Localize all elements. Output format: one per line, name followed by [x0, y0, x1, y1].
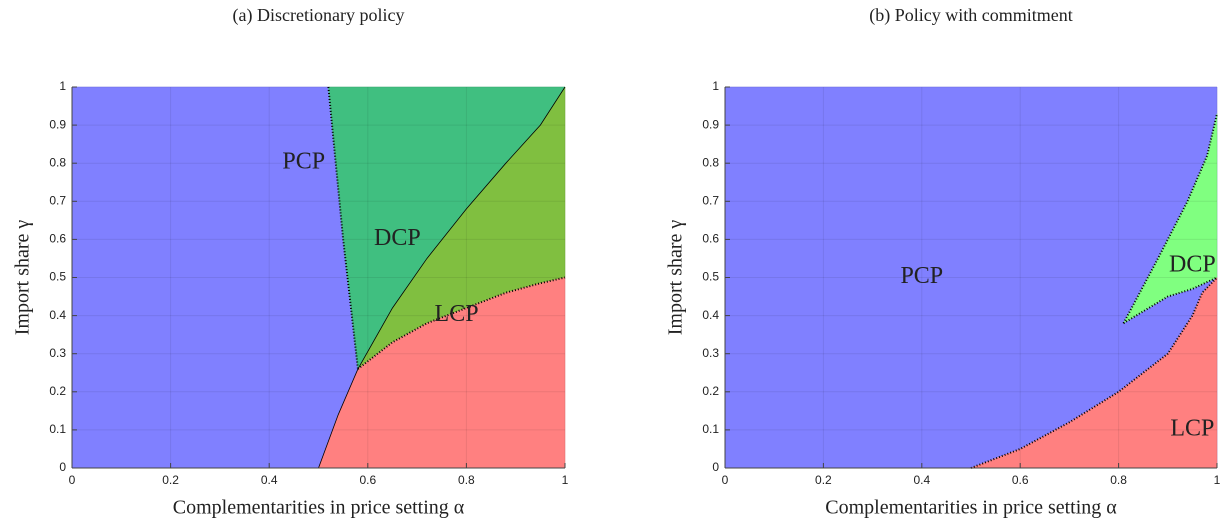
region-label: DCP: [1169, 252, 1216, 278]
region-label: LCP: [435, 301, 479, 327]
y-axis-label: Import share γ: [665, 220, 687, 336]
boundary-line: [327, 86, 359, 370]
chart-title: (a) Discretionary policy: [233, 5, 405, 26]
y-tick-label: 0: [59, 460, 66, 474]
y-tick-label: 0.9: [49, 117, 66, 131]
x-tick-label: 0: [722, 473, 729, 487]
x-tick-label: 0.8: [1110, 473, 1127, 487]
y-tick-label: 0: [712, 460, 719, 474]
y-tick-label: 0.6: [702, 232, 719, 246]
y-tick-label: 0.7: [49, 193, 66, 207]
boundary-line: [970, 276, 1218, 469]
x-tick-label: 0.4: [261, 473, 278, 487]
y-tick-label: 0.8: [702, 155, 719, 169]
x-tick-label: 0: [69, 473, 76, 487]
region-label: PCP: [282, 149, 325, 175]
boundary-line: [1122, 113, 1218, 324]
x-tick-label: 0.8: [458, 473, 475, 487]
y-tick-label: 1: [59, 79, 66, 93]
y-tick-label: 0.7: [702, 193, 719, 207]
x-tick-label: 0.4: [913, 473, 930, 487]
y-tick-label: 0.3: [49, 346, 66, 360]
boundary-line: [357, 86, 566, 370]
x-tick-label: 0.2: [815, 473, 832, 487]
y-tick-label: 0.1: [702, 422, 719, 436]
y-tick-label: 1: [712, 79, 719, 93]
y-tick-label: 0.4: [49, 308, 66, 322]
x-axis-label: Complementarities in price setting α: [173, 497, 465, 519]
y-tick-label: 0.9: [702, 117, 719, 131]
region-label: DCP: [374, 225, 421, 251]
y-tick-label: 0.5: [49, 270, 66, 284]
y-tick-label: 0.8: [49, 155, 66, 169]
y-tick-label: 0.4: [702, 308, 719, 322]
region: [970, 276, 1218, 469]
y-tick-label: 0.2: [702, 384, 719, 398]
x-axis-label: Complementarities in price setting α: [825, 497, 1117, 519]
y-tick-label: 0.2: [49, 384, 66, 398]
region-label: LCP: [1170, 415, 1214, 441]
y-axis-label: Import share γ: [12, 220, 34, 336]
y-tick-label: 0.1: [49, 422, 66, 436]
y-tick-label: 0.6: [49, 232, 66, 246]
x-tick-label: 1: [1214, 473, 1221, 487]
boundary-line: [318, 368, 359, 469]
chart-title: (b) Policy with commitment: [869, 5, 1072, 26]
panel: (b) Policy with commitment PCP DCP LCP 0 0.2 0…: [665, 5, 1221, 518]
x-tick-label: 0.6: [359, 473, 376, 487]
x-tick-label: 1: [562, 473, 569, 487]
region-label: PCP: [900, 263, 943, 289]
x-tick-label: 0.6: [1012, 473, 1029, 487]
y-tick-label: 0.3: [702, 346, 719, 360]
panel: (a) Discretionary policy PCP DCP LCP 0 0.2 0.4…: [12, 5, 569, 518]
x-tick-label: 0.2: [162, 473, 179, 487]
y-tick-label: 0.5: [702, 270, 719, 284]
